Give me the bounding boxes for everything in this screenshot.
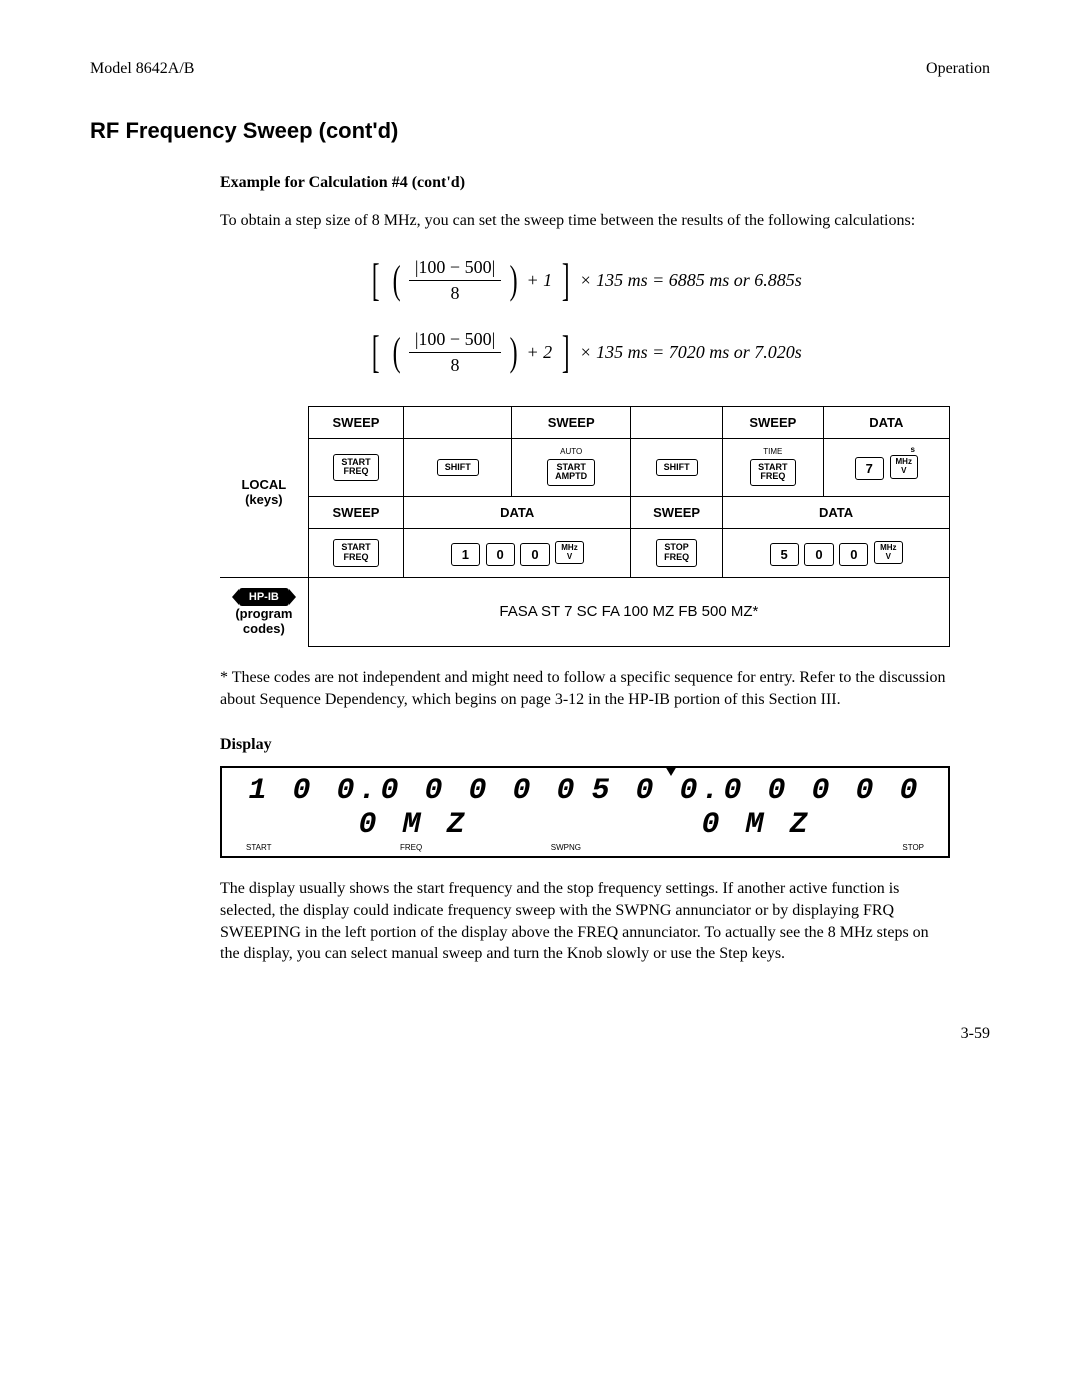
stop-freq-key: STOPFREQ	[656, 539, 697, 567]
chapter-label: Operation	[926, 60, 990, 78]
intro-text: To obtain a step size of 8 MHz, you can …	[220, 210, 950, 232]
hpib-badge: HP-IB	[239, 588, 289, 606]
display-right-value: 5 0 0.0 0 0 0 0 0 M Z	[585, 774, 928, 842]
start-freq-key: STARTFREQ	[750, 459, 795, 487]
key-sequence-table: LOCAL (keys) SWEEP SWEEP SWEEP DATA STAR…	[220, 406, 950, 647]
digit-key: 0	[804, 543, 833, 566]
section-title: RF Frequency Sweep (cont'd)	[90, 118, 990, 144]
digit-key: 0	[520, 543, 549, 566]
mhz-v-key: MHzV	[874, 541, 902, 565]
equation-1: [ ( |100 − 500| 8 ) + 1 ] × 135 ms = 688…	[220, 257, 950, 304]
program-codes: FASA ST 7 SC FA 100 MZ FB 500 MZ*	[308, 578, 949, 647]
start-freq-key: STARTFREQ	[333, 454, 378, 482]
digit-key: 1	[451, 543, 480, 566]
page-header: Model 8642A/B Operation	[90, 60, 990, 78]
digit-key: 5	[770, 543, 799, 566]
start-freq-key: STARTFREQ	[333, 539, 378, 567]
digit-key: 0	[486, 543, 515, 566]
page-number: 3-59	[90, 1025, 990, 1043]
digit-key: 7	[855, 457, 884, 480]
start-amptd-key: STARTAMPTD	[547, 459, 595, 487]
shift-key: SHIFT	[656, 459, 698, 477]
equation-2: [ ( |100 − 500| 8 ) + 2 ] × 135 ms = 702…	[220, 329, 950, 376]
display-left-value: 1 0 0.0 0 0 0 0 0 M Z	[242, 774, 585, 842]
example-heading: Example for Calculation #4 (cont'd)	[220, 174, 950, 192]
model-label: Model 8642A/B	[90, 60, 194, 78]
triangle-indicator-icon	[665, 766, 677, 776]
footnote: * These codes are not independent and mi…	[220, 667, 950, 712]
instrument-display: 1 0 0.0 0 0 0 0 0 M Z START FREQ SWPNG 5…	[220, 766, 950, 858]
display-heading: Display	[220, 736, 950, 754]
mhz-v-key: sMHzV	[890, 455, 918, 479]
shift-key: SHIFT	[437, 459, 479, 477]
digit-key: 0	[839, 543, 868, 566]
display-description: The display usually shows the start freq…	[220, 878, 950, 964]
mhz-v-key: MHzV	[555, 541, 583, 565]
